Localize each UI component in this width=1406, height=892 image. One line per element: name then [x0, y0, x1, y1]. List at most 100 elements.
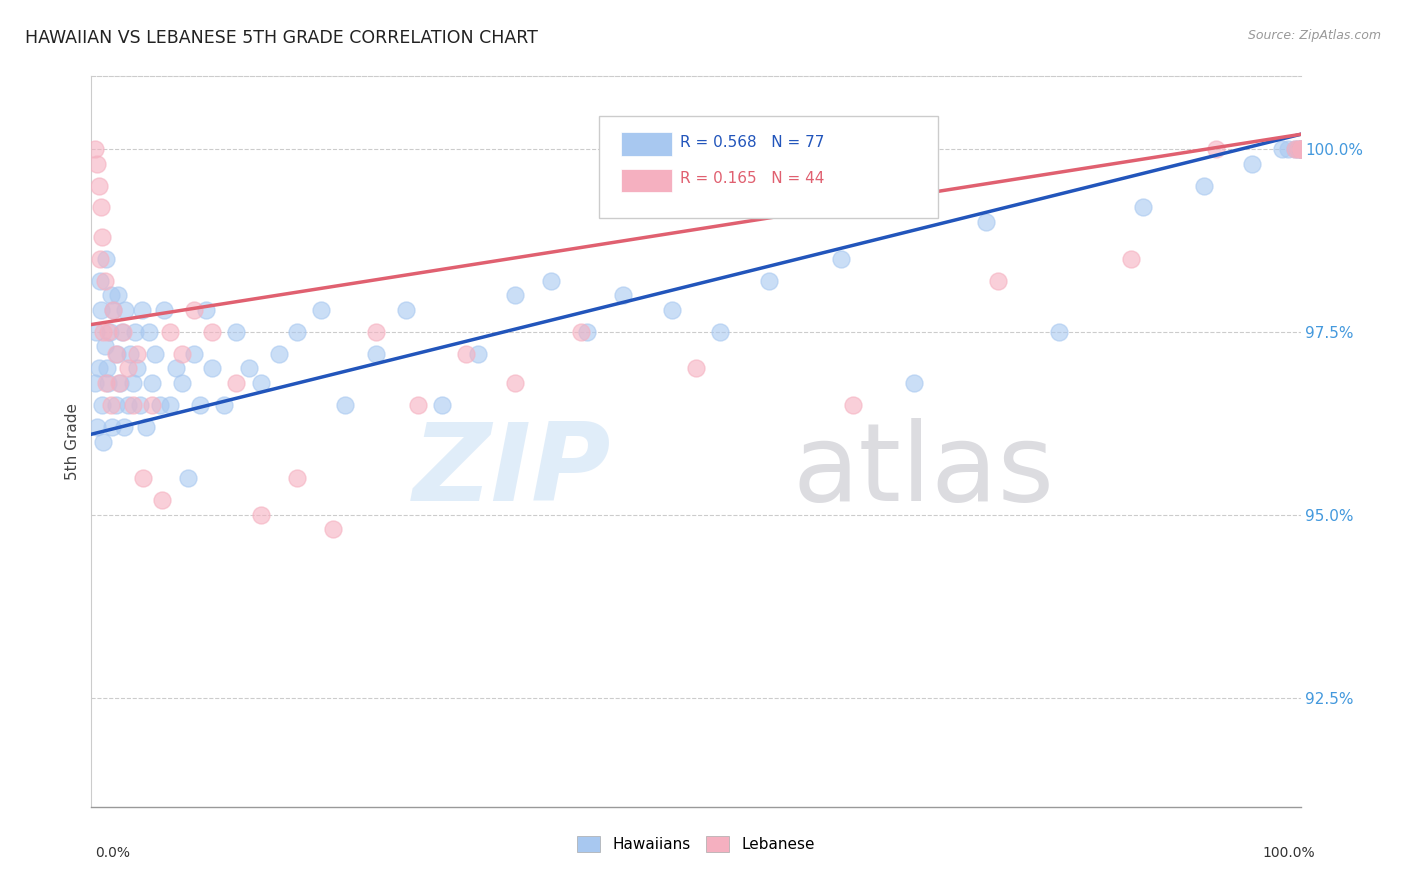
Point: [93, 325, 115, 339]
Point: [576, 325, 599, 339]
Point: [90, 201, 112, 215]
Point: [1192, 178, 1215, 193]
Point: [104, 347, 127, 361]
Point: [111, 325, 134, 339]
Point: [131, 302, 153, 317]
Point: [172, 376, 194, 390]
Point: [842, 398, 865, 412]
Point: [1241, 156, 1264, 170]
Point: [267, 347, 290, 361]
Point: [1286, 142, 1309, 156]
Point: [141, 398, 163, 412]
Point: [540, 274, 562, 288]
Point: [91, 398, 114, 412]
Point: [364, 347, 387, 361]
Text: 0.0%: 0.0%: [96, 846, 131, 860]
Point: [188, 398, 211, 412]
Point: [110, 376, 132, 390]
Point: [503, 288, 526, 302]
Point: [322, 522, 344, 536]
Point: [117, 398, 139, 412]
Point: [1286, 142, 1309, 156]
Point: [467, 347, 489, 361]
Point: [830, 252, 852, 266]
Point: [309, 302, 332, 317]
Legend: Hawaiians, Lebanese: Hawaiians, Lebanese: [571, 830, 821, 858]
Point: [153, 302, 176, 317]
Point: [364, 325, 387, 339]
Point: [238, 361, 260, 376]
Point: [93, 339, 115, 353]
Point: [108, 376, 131, 390]
FancyBboxPatch shape: [599, 116, 938, 219]
Point: [145, 347, 167, 361]
Point: [214, 398, 236, 412]
Point: [183, 302, 205, 317]
Point: [141, 376, 163, 390]
Point: [430, 398, 453, 412]
Point: [249, 508, 271, 522]
Point: [1289, 142, 1312, 156]
Point: [456, 347, 478, 361]
Text: R = 0.165   N = 44: R = 0.165 N = 44: [681, 171, 825, 186]
Point: [112, 420, 135, 434]
Point: [1284, 142, 1306, 156]
Text: HAWAIIAN VS LEBANESE 5TH GRADE CORRELATION CHART: HAWAIIAN VS LEBANESE 5TH GRADE CORRELATI…: [25, 29, 538, 46]
Point: [104, 398, 127, 412]
Point: [159, 398, 181, 412]
Point: [225, 325, 247, 339]
Point: [1271, 142, 1294, 156]
Point: [93, 274, 115, 288]
Point: [100, 398, 122, 412]
Point: [98, 325, 121, 339]
Point: [124, 325, 146, 339]
Point: [138, 325, 160, 339]
Point: [96, 361, 118, 376]
Point: [135, 420, 157, 434]
Point: [127, 361, 149, 376]
Point: [685, 361, 707, 376]
FancyBboxPatch shape: [621, 169, 672, 192]
Point: [127, 347, 149, 361]
Point: [201, 325, 224, 339]
Point: [97, 325, 120, 339]
Point: [201, 361, 224, 376]
FancyBboxPatch shape: [621, 132, 672, 155]
Point: [121, 376, 143, 390]
Text: Source: ZipAtlas.com: Source: ZipAtlas.com: [1247, 29, 1381, 42]
Point: [195, 302, 218, 317]
Point: [1289, 142, 1312, 156]
Point: [1289, 142, 1312, 156]
Point: [758, 274, 780, 288]
Point: [86, 156, 108, 170]
Point: [903, 376, 925, 390]
Point: [1289, 142, 1312, 156]
Point: [569, 325, 592, 339]
Text: ZIP: ZIP: [413, 417, 612, 524]
Point: [132, 471, 155, 485]
Point: [94, 252, 117, 266]
Point: [395, 302, 418, 317]
Point: [406, 398, 429, 412]
Point: [84, 142, 107, 156]
Point: [114, 302, 136, 317]
Point: [709, 325, 731, 339]
Point: [1132, 201, 1154, 215]
Point: [1289, 142, 1312, 156]
Point: [84, 325, 107, 339]
Point: [121, 398, 143, 412]
Point: [89, 252, 111, 266]
Point: [974, 215, 997, 229]
Point: [150, 493, 173, 508]
Text: R = 0.568   N = 77: R = 0.568 N = 77: [681, 135, 825, 150]
Point: [101, 302, 124, 317]
Point: [285, 471, 308, 485]
Point: [1289, 142, 1312, 156]
Point: [111, 325, 132, 339]
Point: [1121, 252, 1143, 266]
Point: [661, 302, 683, 317]
Point: [90, 302, 112, 317]
Text: 100.0%: 100.0%: [1263, 846, 1315, 860]
Point: [87, 361, 110, 376]
Point: [128, 398, 150, 412]
